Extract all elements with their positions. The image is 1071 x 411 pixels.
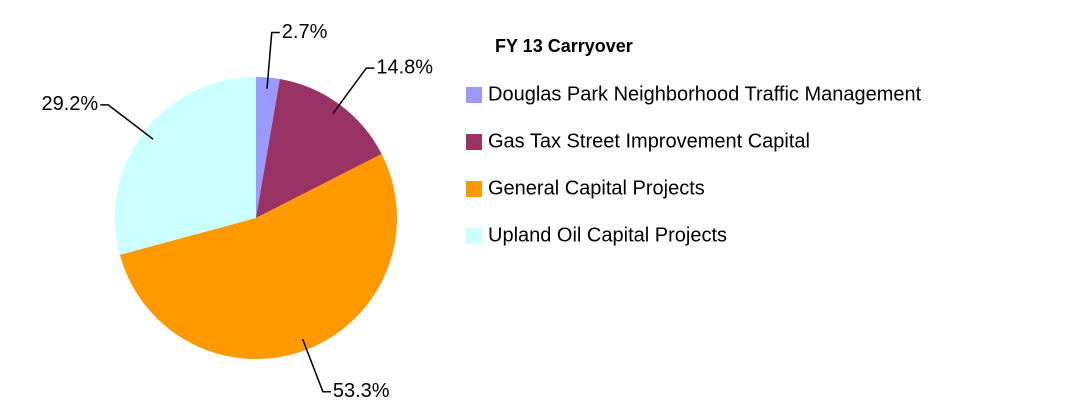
legend-label: Upland Oil Capital Projects xyxy=(488,224,727,246)
pie-slice xyxy=(256,77,280,218)
legend-label: General Capital Projects xyxy=(488,177,705,199)
legend-swatch xyxy=(466,87,482,103)
pie-slice xyxy=(119,153,398,360)
legend-label: Gas Tax Street Improvement Capital xyxy=(488,130,810,152)
data-label: 53.3% xyxy=(333,380,390,402)
data-label: 2.7% xyxy=(282,21,328,43)
legend-swatch xyxy=(466,134,482,150)
pie-slice xyxy=(114,77,256,255)
legend-swatch xyxy=(466,228,482,244)
leader-line xyxy=(332,67,375,114)
legend-label: Douglas Park Neighborhood Traffic Manage… xyxy=(488,83,922,105)
leader-line xyxy=(301,338,331,393)
data-label: 29.2% xyxy=(42,93,99,115)
leader-line xyxy=(100,104,154,140)
chart-title: FY 13 Carryover xyxy=(495,36,633,56)
leader-line xyxy=(266,31,280,89)
pie-slice xyxy=(256,79,382,218)
legend-swatch xyxy=(466,181,482,197)
data-label: 14.8% xyxy=(376,56,433,78)
